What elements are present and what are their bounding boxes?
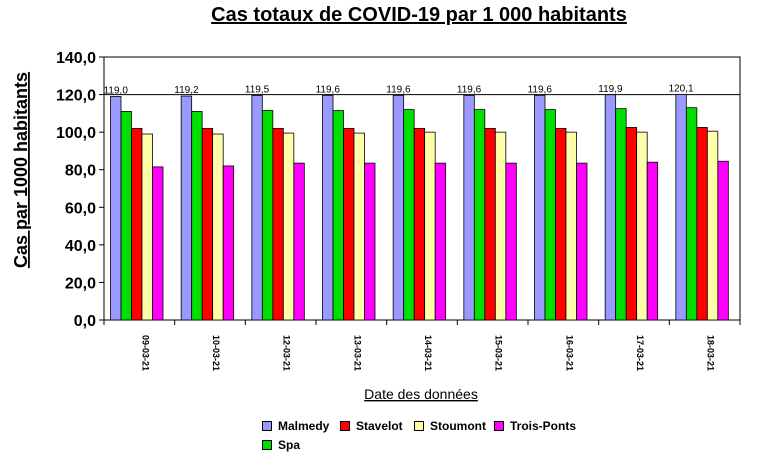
bar (131, 127, 143, 321)
x-tick-label: 14-03-21 (423, 335, 433, 371)
bar (392, 94, 405, 321)
y-tick-label: 40,0 (65, 238, 96, 255)
x-tick-label: 10-03-21 (211, 335, 221, 371)
y-tick-label: 140,0 (56, 50, 96, 67)
legend-swatch (340, 421, 350, 431)
bar (636, 131, 648, 321)
bar (152, 166, 164, 321)
bar (625, 127, 638, 321)
x-tick-label: 18-03-21 (706, 335, 716, 371)
bar (251, 95, 263, 321)
bar (322, 94, 334, 321)
data-label: 119,0 (104, 85, 129, 96)
bar (141, 133, 153, 321)
x-axis-title: Date des données (364, 386, 478, 402)
bar (282, 132, 295, 321)
bar (473, 109, 486, 321)
data-label: 119,6 (457, 84, 482, 95)
data-label: 119,6 (386, 84, 411, 95)
bar (191, 111, 203, 321)
legend-swatch (262, 440, 272, 450)
y-tick-label: 0,0 (74, 313, 96, 330)
plot-area: 0,0 20,0 40,0 60,0 80,0 100,0 120,0 140,0 119,0 0… (56, 50, 741, 371)
bar (403, 109, 415, 321)
bar (212, 133, 224, 321)
x-tick-label: 09-03-21 (140, 335, 150, 371)
bar (706, 130, 719, 321)
bar (646, 161, 659, 321)
bar (364, 162, 376, 321)
bar (222, 165, 235, 321)
legend-label: Spa (278, 438, 301, 452)
data-label: 119,5 (245, 85, 270, 96)
data-label: 120,1 (669, 83, 694, 94)
bar (717, 160, 729, 321)
data-label: 119,9 (598, 84, 623, 95)
bar (343, 127, 355, 321)
bar (261, 110, 274, 321)
bar (696, 127, 708, 321)
bar (555, 127, 567, 321)
legend-label: Stoumont (430, 419, 486, 433)
data-label: 119,6 (528, 84, 553, 95)
bar (615, 108, 627, 321)
y-tick-label: 100,0 (56, 125, 96, 142)
bar (565, 131, 577, 321)
legend-item: Trois-Ponts (494, 419, 576, 433)
y-tick-label: 20,0 (65, 275, 96, 292)
y-tick-label: 80,0 (65, 163, 96, 180)
legend-item: Stoumont (414, 419, 486, 433)
legend-swatch (414, 421, 424, 431)
chart-title: Cas totaux de COVID-19 par 1 000 habitan… (211, 4, 627, 26)
legend-swatch (494, 421, 504, 431)
data-label: 119,6 (316, 84, 341, 95)
legend-label: Trois-Ponts (510, 419, 577, 433)
x-tick-label: 17-03-21 (635, 335, 645, 371)
bar (463, 94, 475, 321)
x-tick-label: 13-03-21 (352, 335, 362, 371)
bar (685, 107, 698, 321)
y-tick-label: 120,0 (56, 88, 96, 105)
bar (332, 110, 344, 321)
bar (675, 93, 687, 321)
x-tick-label: 15-03-21 (494, 335, 504, 371)
bar (604, 94, 617, 321)
bar (201, 127, 214, 321)
legend-item: Spa (262, 438, 300, 452)
bar (576, 162, 588, 321)
legend-item: Stavelot (340, 419, 403, 433)
x-tick-label: 16-03-21 (564, 335, 574, 371)
legend-item: Malmedy (262, 419, 329, 433)
bar (180, 95, 193, 321)
bar (293, 162, 305, 321)
x-tick-label: 12-03-21 (282, 335, 292, 371)
bar (413, 127, 426, 321)
legend-label: Stavelot (356, 419, 403, 433)
bar (494, 131, 507, 321)
bar (505, 162, 517, 321)
legend-label: Malmedy (278, 419, 330, 433)
data-label: 119,2 (174, 85, 199, 96)
bar (534, 94, 546, 321)
bar (353, 132, 365, 321)
bar (110, 96, 122, 321)
y-axis-title: Cas par 1000 habitants (11, 72, 31, 268)
y-tick-label: 60,0 (65, 200, 96, 217)
bar (484, 127, 496, 321)
bar (272, 127, 284, 321)
bar (424, 131, 436, 321)
legend-swatch (262, 421, 272, 431)
bar (120, 111, 132, 321)
bar (544, 109, 556, 321)
bar (434, 162, 447, 321)
